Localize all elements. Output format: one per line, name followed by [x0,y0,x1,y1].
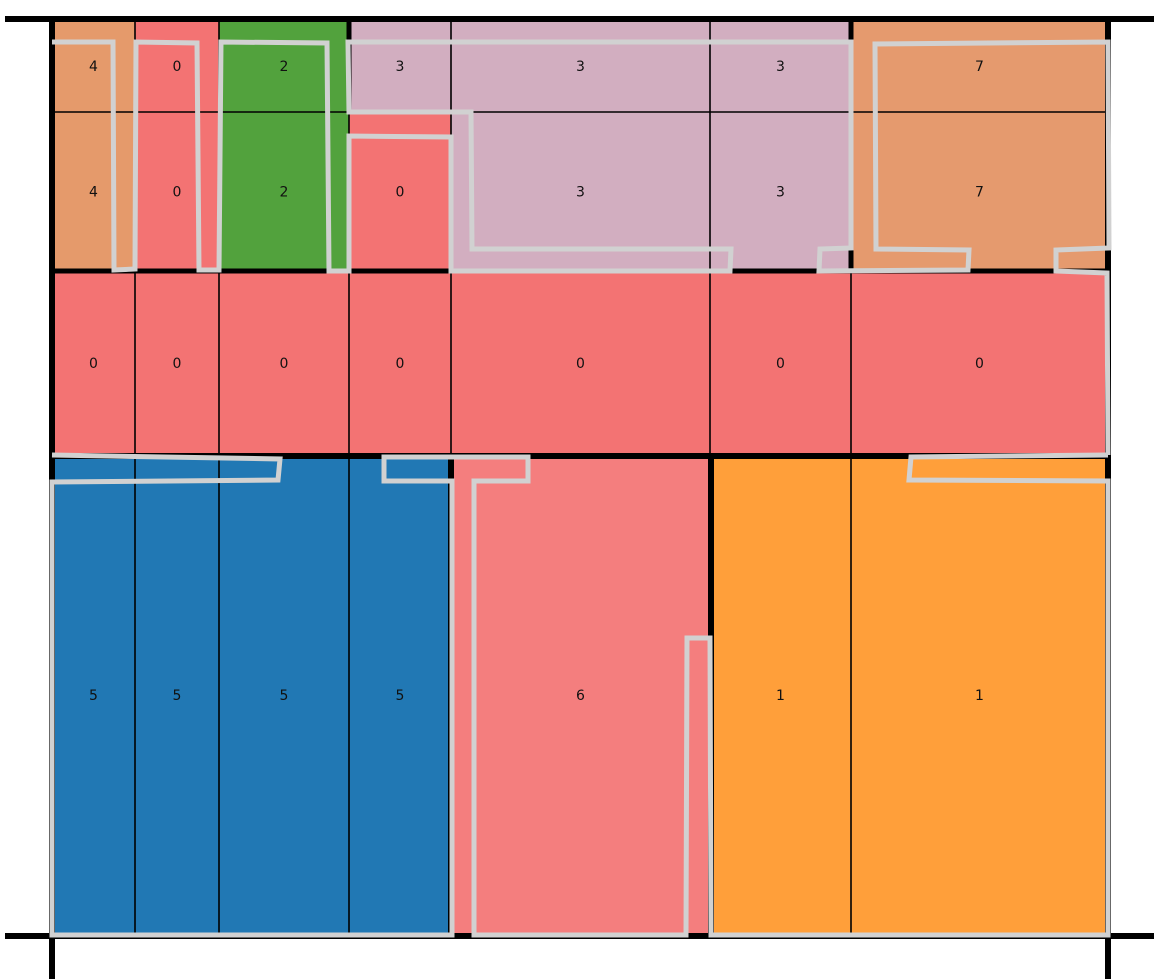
cell-r1c5 [710,112,851,271]
cell-label-r2c3: 0 [396,356,405,372]
cell-r1c0 [52,112,135,271]
cell-label-r3c6: 1 [975,688,984,704]
cells-layer [52,20,1108,935]
cell-label-r0c2: 2 [280,59,289,75]
cell-r1c6 [851,112,1108,271]
cell-label-r2c5: 0 [776,356,785,372]
cell-label-r1c4: 3 [576,185,585,201]
outline-paths [49,39,1112,938]
cell-label-r0c3: 3 [396,59,405,75]
cell-r2c1 [135,271,219,455]
cell-label-r2c2: 0 [280,356,289,372]
cell-label-r3c5: 1 [776,688,785,704]
cell-label-r1c1: 0 [173,185,182,201]
cell-r2c3 [349,271,451,455]
cell-r2c2 [219,271,349,455]
cell-label-r2c4: 0 [576,356,585,372]
cell-r1c4 [451,112,710,271]
cell-label-r1c0: 4 [89,185,98,201]
cell-r3c5 [710,455,851,935]
cell-label-r0c1: 0 [173,59,182,75]
cell-label-r1c5: 3 [776,185,785,201]
outline-top [52,39,1112,456]
cell-r3c4 [451,455,710,935]
labels-layer: 4 0 2 3 3 3 7 4 0 2 0 3 3 7 0 0 0 0 0 0 0 5 5 5 5 6 1 1 [89,59,984,704]
cell-r0c0 [52,20,135,112]
cell-label-r3c4: 6 [576,688,585,704]
cell-r3c3 [349,455,451,935]
cell-label-r3c1: 5 [173,688,182,704]
outline-bottom [49,452,1111,938]
cell-label-r2c6: 0 [975,356,984,372]
cell-r0c4 [451,20,710,112]
cell-r3c2 [219,455,349,935]
cell-r0c5 [710,20,851,112]
cell-label-r3c3: 5 [396,688,405,704]
cell-label-r0c5: 3 [776,59,785,75]
cell-r0c6 [851,20,1108,112]
cell-r2c6 [851,271,1108,455]
cell-r3c0 [52,455,135,935]
cell-r3c1 [135,455,219,935]
cell-r2c5 [710,271,851,455]
cell-label-r1c6: 7 [975,185,984,201]
cell-r2c0 [52,271,135,455]
cell-label-r0c0: 4 [89,59,98,75]
cell-label-r3c2: 5 [280,688,289,704]
cell-label-r1c3: 0 [396,185,405,201]
cell-r0c3 [349,20,451,112]
cell-r1c1 [135,112,219,271]
cell-label-r2c0: 0 [89,356,98,372]
cell-r3c6 [851,455,1108,935]
cell-label-r3c0: 5 [89,688,98,704]
cell-label-r1c2: 2 [280,185,289,201]
cell-r2c4 [451,271,710,455]
cell-label-r2c1: 0 [173,356,182,372]
cell-r0c1 [135,20,219,112]
cell-label-r0c6: 7 [975,59,984,75]
cell-label-r0c4: 3 [576,59,585,75]
